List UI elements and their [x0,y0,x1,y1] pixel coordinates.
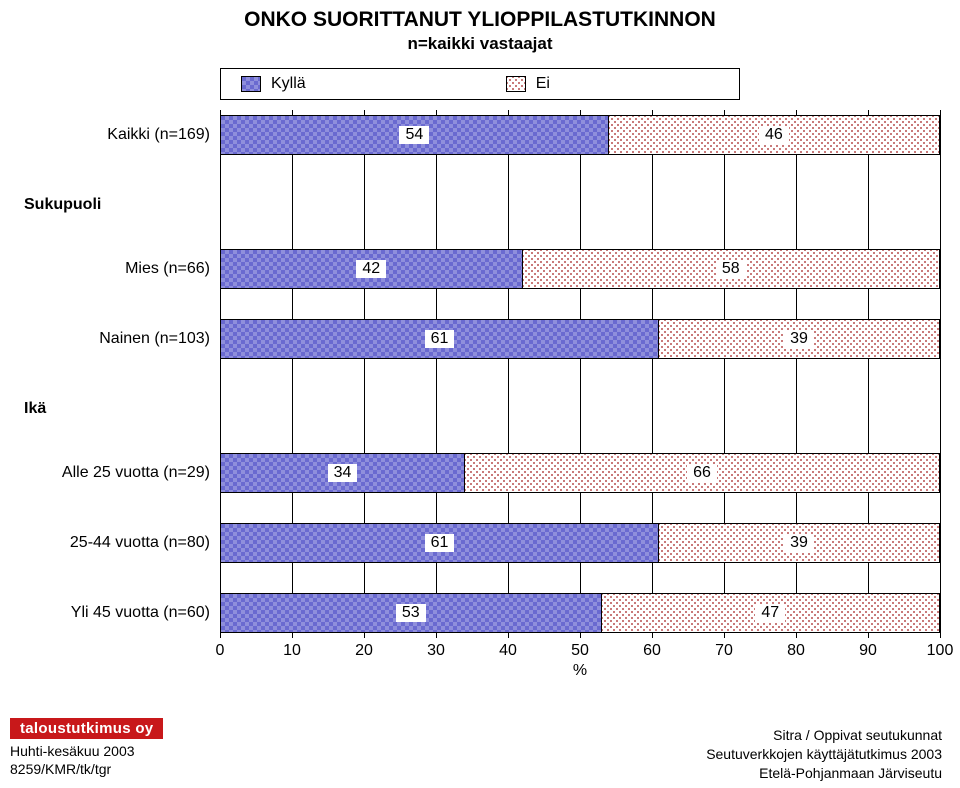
footer-left: Huhti-kesäkuu 2003 8259/KMR/tk/tgr [10,742,135,778]
bar-segment-yes: 53 [221,594,602,632]
bar-value: 61 [425,330,455,348]
bar-value: 61 [425,534,455,552]
bar-segment-yes: 61 [221,524,659,562]
bar-value: 46 [759,126,789,144]
category-label: Kaikki (n=169) [20,110,220,160]
bar-value: 58 [716,260,746,278]
x-axis: % 0102030405060708090100 [220,642,940,682]
x-tick-label: 90 [859,642,877,660]
category-label: Alle 25 vuotta (n=29) [20,448,220,498]
bar: 42 58 [220,249,940,289]
chart-title-sub: n=kaikki vastaajat [20,34,940,54]
bar-segment-no: 39 [659,524,939,562]
bar: 61 39 [220,319,940,359]
x-tick-label: 50 [571,642,589,660]
bar-segment-yes: 34 [221,454,465,492]
bar: 53 47 [220,593,940,633]
section-label: Sukupuoli [20,180,220,230]
x-tick-label: 80 [787,642,805,660]
footer-right-line3: Etelä-Pohjanmaan Järviseutu [706,764,942,783]
bar-value: 66 [687,464,717,482]
footer-left-line2: 8259/KMR/tk/tgr [10,760,135,778]
bar: 34 66 [220,453,940,493]
footer: taloustutkimus oy Huhti-kesäkuu 2003 825… [0,716,960,788]
category-label: Mies (n=66) [20,244,220,294]
legend: Kyllä Ei [220,68,740,100]
legend-swatch-no [506,76,526,92]
x-tick-label: 70 [715,642,733,660]
bar-segment-no: 58 [523,250,939,288]
footer-right: Sitra / Oppivat seutukunnat Seutuverkkoj… [706,726,942,783]
legend-label: Kyllä [271,75,306,93]
x-tick-label: 0 [216,642,225,660]
x-tick-label: 30 [427,642,445,660]
bar-value: 39 [784,330,814,348]
category-label: Nainen (n=103) [20,314,220,364]
bar-segment-no: 46 [609,116,939,154]
bar-value: 54 [399,126,429,144]
y-axis-labels: Kaikki (n=169) Sukupuoli Mies (n=66) Nainen… [20,110,220,682]
bar-value: 47 [755,604,785,622]
chart-title-main: ONKO SUORITTANUT YLIOPPILASTUTKINNON [20,8,940,32]
x-tick-label: 40 [499,642,517,660]
bar: 61 39 [220,523,940,563]
x-tick-label: 60 [643,642,661,660]
gridline [940,110,941,638]
legend-label: Ei [536,75,550,93]
legend-item: Kyllä [241,75,306,93]
bar-segment-no: 39 [659,320,939,358]
bar-segment-no: 66 [465,454,939,492]
footer-right-line2: Seutuverkkojen käyttäjätutkimus 2003 [706,745,942,764]
plot-area: 54 46 42 58 61 39 34 66 61 39 53 47 [220,110,940,638]
legend-item: Ei [506,75,550,93]
footer-left-line1: Huhti-kesäkuu 2003 [10,742,135,760]
bar-segment-yes: 42 [221,250,523,288]
x-tick-label: 20 [355,642,373,660]
bar-value: 53 [396,604,426,622]
section-label: Ikä [20,384,220,434]
bar-segment-yes: 61 [221,320,659,358]
bar-segment-no: 47 [602,594,939,632]
x-tick-label: 100 [927,642,954,660]
chart: Kaikki (n=169) Sukupuoli Mies (n=66) Nainen… [20,110,940,682]
bar-segment-yes: 54 [221,116,609,154]
bar: 54 46 [220,115,940,155]
category-label: Yli 45 vuotta (n=60) [20,588,220,638]
category-label: 25-44 vuotta (n=80) [20,518,220,568]
bar-value: 34 [328,464,358,482]
x-tick-label: 10 [283,642,301,660]
bar-value: 39 [784,534,814,552]
chart-title-block: ONKO SUORITTANUT YLIOPPILASTUTKINNON n=k… [20,8,940,54]
footer-logo: taloustutkimus oy [10,718,163,739]
legend-swatch-yes [241,76,261,92]
footer-right-line1: Sitra / Oppivat seutukunnat [706,726,942,745]
bar-value: 42 [356,260,386,278]
x-axis-label: % [573,662,587,680]
